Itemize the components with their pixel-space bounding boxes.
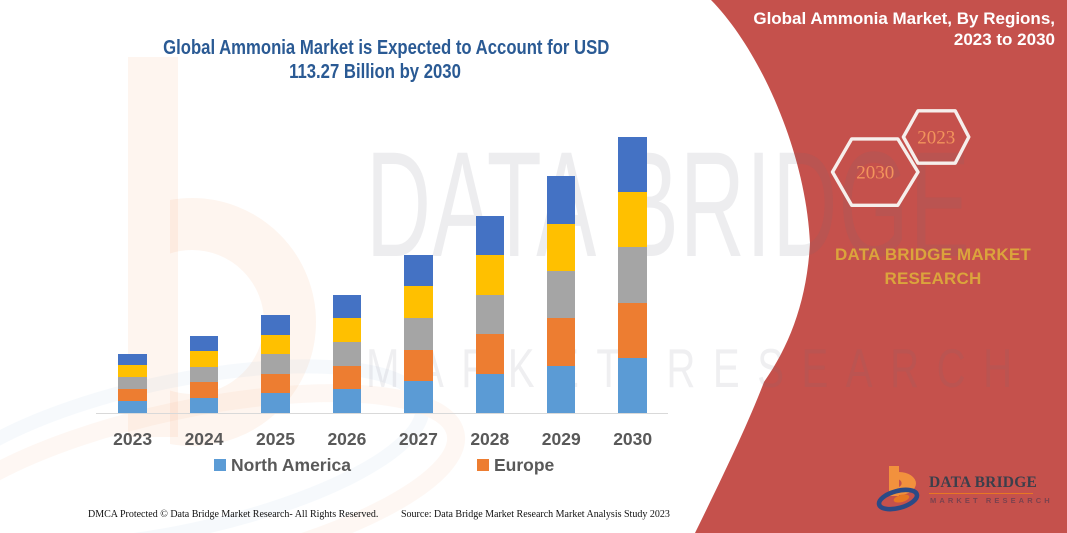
data-bridge-logo-icon (876, 466, 920, 512)
logo-swoosh (876, 487, 920, 512)
chart-title: Global Ammonia Market is Expected to Acc… (163, 36, 610, 84)
chart-title-line1: Global Ammonia Market is Expected to Acc… (163, 36, 610, 59)
hexagon-2023 (901, 109, 971, 165)
brand-text-line1: DATA BRIDGE MARKET (835, 245, 1031, 264)
logo-tagline-text: MARKET RESEARCH (930, 496, 1053, 505)
watermark-row2: MARKET RESEARCH (366, 337, 1030, 399)
legend-label-europe: Europe (494, 455, 555, 475)
logo-name-text: DATA BRIDGE (929, 474, 1037, 491)
brand-text: DATA BRIDGE MARKET RESEARCH (808, 243, 1058, 291)
hexagon-2030-label: 2030 (856, 163, 894, 184)
footer-source-text: Source: Data Bridge Market Research Mark… (401, 509, 670, 520)
panel-heading: Global Ammonia Market, By Regions, 2023 … (735, 8, 1055, 50)
chart-title-line2: 113.27 Billion by 2030 (289, 60, 461, 83)
hexagon-2030 (830, 137, 920, 208)
x-axis-line (96, 413, 668, 414)
panel-heading-line2: 2023 to 2030 (953, 30, 1055, 49)
panel-heading-line1: Global Ammonia Market, By Regions, (753, 9, 1055, 28)
brand-text-line2: RESEARCH (884, 269, 982, 288)
hexagon-2023-label: 2023 (917, 128, 955, 149)
footer-dmca-text: DMCA Protected © Data Bridge Market Rese… (88, 509, 379, 520)
b-watermark-bowl (170, 198, 316, 446)
legend-swatch-north-america (214, 459, 226, 471)
logo-underline (929, 492, 1033, 495)
legend-label-north-america: North America (231, 455, 351, 475)
hexagon-badges: 2023 2030 (830, 109, 971, 208)
legend-swatch-europe (477, 459, 489, 471)
logo-b-stem (889, 466, 899, 496)
